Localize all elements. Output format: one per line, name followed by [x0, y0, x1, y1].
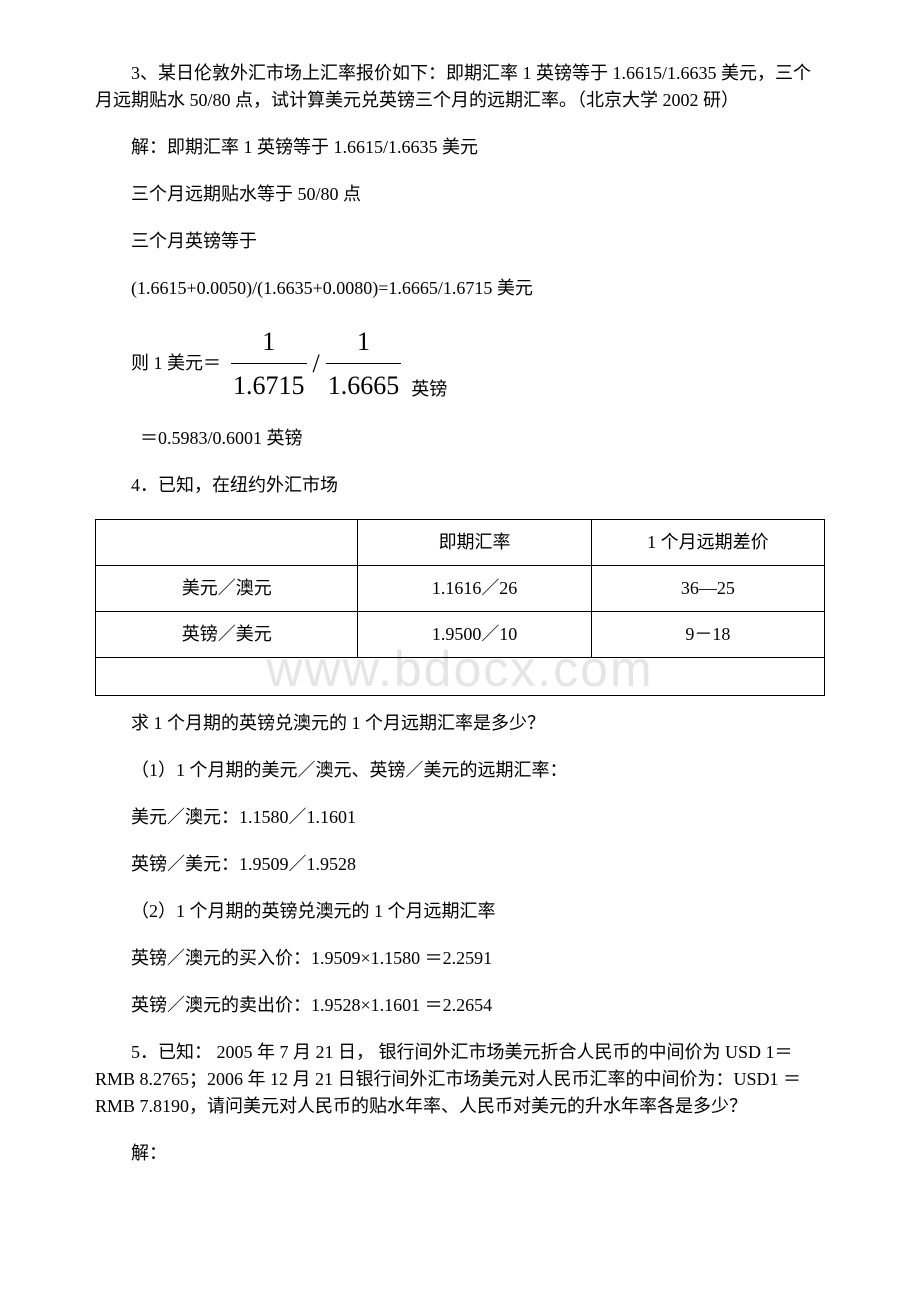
q3-fraction-suffix: 英镑: [411, 376, 447, 405]
table-empty-cell: [96, 658, 825, 696]
q4-step2-line2: 英镑／澳元的卖出价：1.9528×1.1601 ＝2.2654: [95, 992, 825, 1019]
q3-result: ＝0.5983/0.6001 英镑: [95, 425, 825, 452]
table-cell: 9－18: [591, 612, 824, 658]
q3-solution-line3: 三个月英镑等于: [95, 228, 825, 255]
q3-frac1-num: 1: [254, 322, 283, 361]
q4-question: 求 1 个月期的英镑兑澳元的 1 个月远期汇率是多少？: [95, 710, 825, 737]
q5-text: 5．已知： 2005 年 7 月 21 日， 银行间外汇市场美元折合人民币的中间…: [95, 1039, 825, 1120]
q5-solution-label: 解：: [95, 1140, 825, 1167]
table-header-2: 即期汇率: [358, 520, 591, 566]
q3-text: 3、某日伦敦外汇市场上汇率报价如下：即期汇率 1 英镑等于 1.6615/1.6…: [95, 60, 825, 114]
table-cell: 1.1616／26: [358, 566, 591, 612]
q3-slash: /: [307, 344, 326, 383]
table-empty-row: [96, 658, 825, 696]
table-header-1: [96, 520, 358, 566]
q3-calc: (1.6615+0.0050)/(1.6635+0.0080)=1.6665/1…: [95, 275, 825, 302]
q3-fraction-expr: 1 1.6715 / 1 1.6665: [221, 322, 411, 405]
q4-step2-label: （2）1 个月期的英镑兑澳元的 1 个月远期汇率: [95, 898, 825, 925]
q3-fraction-2: 1 1.6665: [326, 322, 402, 405]
q3-frac1-bar: [231, 363, 307, 364]
table-header-row: 即期汇率 1 个月远期差价: [96, 520, 825, 566]
document-content: 3、某日伦敦外汇市场上汇率报价如下：即期汇率 1 英镑等于 1.6615/1.6…: [95, 60, 825, 1167]
table-row: 美元／澳元 1.1616／26 36—25: [96, 566, 825, 612]
q4-table: 即期汇率 1 个月远期差价 美元／澳元 1.1616／26 36—25 英镑／美…: [95, 519, 825, 696]
q4-step1-line2: 英镑／美元：1.9509／1.9528: [95, 851, 825, 878]
q3-fraction-prefix: 则 1 美元＝: [95, 350, 221, 377]
q3-frac2-bar: [326, 363, 402, 364]
q3-solution-line1: 解：即期汇率 1 英镑等于 1.6615/1.6635 美元: [95, 134, 825, 161]
q3-solution-line2: 三个月远期贴水等于 50/80 点: [95, 181, 825, 208]
table-cell: 美元／澳元: [96, 566, 358, 612]
q3-frac1-den: 1.6715: [231, 366, 307, 405]
q3-fraction-1: 1 1.6715: [231, 322, 307, 405]
q3-frac2-num: 1: [349, 322, 378, 361]
q3-fraction-line: 则 1 美元＝ 1 1.6715 / 1 1.6665 英镑: [95, 322, 825, 405]
q4-step1-line1: 美元／澳元：1.1580／1.1601: [95, 804, 825, 831]
q4-title: 4．已知，在纽约外汇市场: [95, 472, 825, 499]
table-cell: 36—25: [591, 566, 824, 612]
table-cell: 英镑／美元: [96, 612, 358, 658]
table-header-3: 1 个月远期差价: [591, 520, 824, 566]
q4-step1-label: （1）1 个月期的美元／澳元、英镑／美元的远期汇率：: [95, 757, 825, 784]
table-row: 英镑／美元 1.9500／10 9－18: [96, 612, 825, 658]
q3-frac2-den: 1.6665: [326, 366, 402, 405]
table-cell: 1.9500／10: [358, 612, 591, 658]
q4-step2-line1: 英镑／澳元的买入价：1.9509×1.1580 ＝2.2591: [95, 945, 825, 972]
